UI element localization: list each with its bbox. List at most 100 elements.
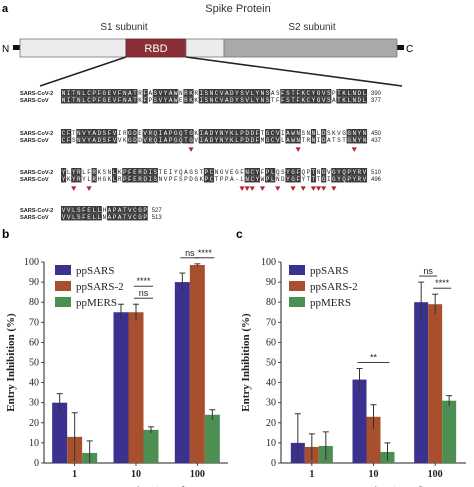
residue: T bbox=[271, 97, 275, 104]
bar bbox=[143, 429, 159, 463]
identity-shade bbox=[106, 136, 113, 144]
residue: A bbox=[286, 130, 290, 137]
residue: A bbox=[108, 207, 112, 214]
residue: Q bbox=[276, 169, 280, 176]
residue: S bbox=[205, 90, 209, 97]
residue: F bbox=[82, 207, 86, 214]
identity-shade bbox=[106, 96, 113, 104]
residue: D bbox=[245, 137, 249, 144]
identity-shade bbox=[127, 136, 133, 144]
identity-shade bbox=[61, 129, 67, 137]
bar bbox=[52, 402, 68, 463]
identity-shade bbox=[239, 136, 245, 144]
zoom-line-right bbox=[185, 56, 403, 87]
identity-shade bbox=[127, 96, 133, 104]
identity-shade bbox=[244, 175, 250, 183]
residue: L bbox=[281, 137, 285, 144]
residue: G bbox=[220, 169, 224, 176]
residue: A bbox=[164, 137, 168, 144]
identity-shade bbox=[280, 96, 286, 104]
residue: V bbox=[128, 214, 132, 221]
identity-shade bbox=[336, 89, 342, 97]
chart-panel-c: 0 10 20 30 40 50 60 70 80 90 100 Entry Inhibition (… bbox=[240, 257, 466, 487]
identity-shade bbox=[71, 175, 77, 183]
identity-shade bbox=[356, 168, 362, 176]
identity-shade bbox=[254, 96, 260, 104]
residue: Y bbox=[337, 176, 341, 183]
residue: K bbox=[123, 137, 127, 144]
residue: S bbox=[301, 130, 305, 137]
residue: A bbox=[108, 214, 112, 221]
residue: E bbox=[230, 169, 234, 176]
identity-shade bbox=[254, 175, 260, 183]
y-tick-label: 30 bbox=[29, 398, 39, 409]
residue: P bbox=[143, 214, 147, 221]
residue: I bbox=[199, 137, 203, 144]
residue: V bbox=[67, 214, 71, 221]
residue: V bbox=[67, 207, 71, 214]
residue: A bbox=[271, 90, 275, 97]
residue: N bbox=[77, 137, 81, 144]
residue: S bbox=[194, 169, 198, 176]
residue: V bbox=[118, 137, 122, 144]
legend-label: ppSARS bbox=[76, 265, 115, 277]
identity-shade bbox=[117, 213, 123, 221]
y-tick-label: 80 bbox=[266, 297, 276, 308]
residue: I bbox=[199, 97, 203, 104]
residue: S bbox=[281, 169, 285, 176]
residue: Y bbox=[256, 176, 260, 183]
residue: V bbox=[128, 207, 132, 214]
identity-shade bbox=[76, 89, 82, 97]
residue: - bbox=[235, 176, 239, 183]
residue: A bbox=[205, 130, 209, 137]
residue: L bbox=[92, 207, 96, 214]
identity-shade bbox=[61, 136, 67, 144]
residue: S bbox=[327, 130, 331, 137]
identity-shade bbox=[157, 136, 164, 144]
identity-shade bbox=[290, 89, 296, 97]
residue: L bbox=[250, 90, 254, 97]
legend-swatch bbox=[289, 297, 305, 307]
residue: S bbox=[72, 137, 76, 144]
residue: S bbox=[77, 214, 81, 221]
residue: I bbox=[148, 176, 152, 183]
contact-residue-marker bbox=[86, 186, 92, 191]
n-terminal-cap bbox=[13, 45, 20, 50]
residue: N bbox=[352, 137, 356, 144]
identity-shade bbox=[142, 96, 148, 104]
residue: R bbox=[148, 130, 152, 137]
identity-shade bbox=[127, 129, 133, 137]
residue: V bbox=[322, 97, 326, 104]
residue: S bbox=[179, 176, 183, 183]
residue: K bbox=[194, 97, 198, 104]
identity-shade bbox=[142, 168, 148, 176]
significance-label: ** bbox=[370, 353, 378, 363]
identity-shade bbox=[234, 129, 240, 137]
identity-shade bbox=[321, 175, 327, 183]
identity-shade bbox=[305, 89, 311, 97]
residue: D bbox=[250, 130, 254, 137]
residue: N bbox=[296, 130, 300, 137]
residue: D bbox=[189, 176, 193, 183]
identity-shade bbox=[188, 89, 194, 97]
residue: I bbox=[159, 137, 163, 144]
residue: R bbox=[77, 176, 81, 183]
identity-shade bbox=[356, 129, 362, 137]
residue: P bbox=[205, 176, 209, 183]
identity-shade bbox=[351, 129, 357, 137]
identity-shade bbox=[168, 129, 174, 137]
bar bbox=[189, 265, 205, 463]
residue: T bbox=[199, 169, 203, 176]
identity-shade bbox=[61, 96, 67, 104]
residue: F bbox=[281, 97, 285, 104]
identity-shade bbox=[112, 168, 118, 176]
residue: I bbox=[199, 130, 203, 137]
identity-shade bbox=[122, 213, 128, 221]
residue: D bbox=[358, 90, 362, 97]
rbd-label: RBD bbox=[144, 43, 167, 55]
significance-label: ns bbox=[423, 266, 433, 276]
identity-shade bbox=[244, 129, 250, 137]
y-tick-label: 30 bbox=[266, 398, 276, 409]
legend-swatch bbox=[55, 265, 71, 275]
